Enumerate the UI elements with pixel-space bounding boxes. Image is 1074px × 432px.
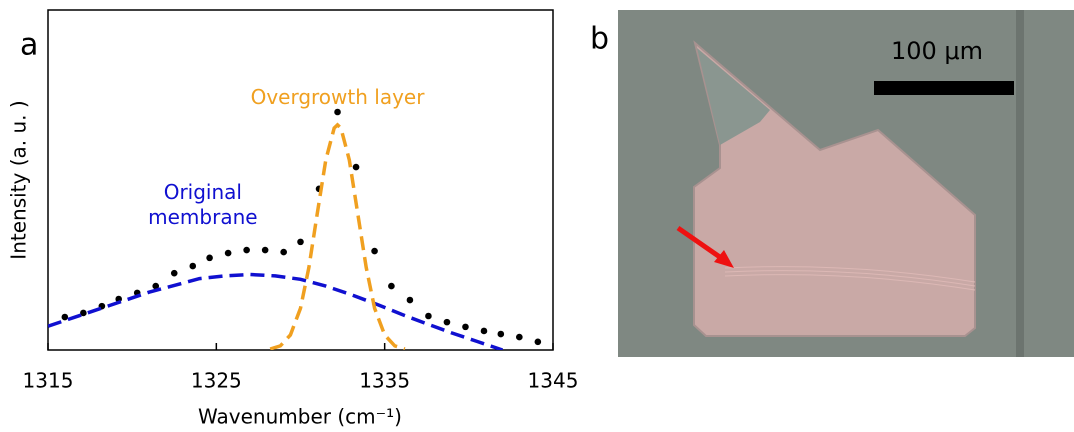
data-point xyxy=(371,247,378,255)
scale-bar xyxy=(874,81,1014,95)
plot-frame xyxy=(47,9,554,351)
panel-label: a xyxy=(20,28,38,63)
edge xyxy=(1016,10,1024,357)
data-point xyxy=(243,246,250,254)
data-point xyxy=(388,282,395,290)
scale-bar-label: 100 μm xyxy=(891,37,983,65)
x-tick-label: 1335 xyxy=(359,369,410,393)
fit-curve xyxy=(269,122,406,350)
annotation: membrane xyxy=(148,205,257,229)
panel-label: b xyxy=(590,22,609,57)
arrow-head xyxy=(714,250,734,268)
overgrowth xyxy=(697,48,770,145)
y-axis-label: Intensity (a. u. ) xyxy=(7,100,31,259)
x-tick-label: 1315 xyxy=(23,369,74,393)
data-point xyxy=(170,269,178,277)
data-point xyxy=(497,330,505,338)
x-axis-label: Wavenumber (cm⁻¹) xyxy=(198,405,402,429)
micrograph: 100 μm xyxy=(618,10,1074,357)
data-point xyxy=(80,309,87,317)
data-point xyxy=(443,318,451,326)
fringes xyxy=(724,266,976,291)
plot-area xyxy=(48,108,542,350)
data-point xyxy=(462,323,469,331)
data-point xyxy=(516,333,523,341)
data-point xyxy=(61,313,69,321)
annotation: Overgrowth layer xyxy=(251,85,426,109)
data-point xyxy=(152,282,160,290)
data-point xyxy=(406,296,414,304)
data-point xyxy=(425,312,432,320)
data-point xyxy=(189,262,197,270)
data-point xyxy=(534,338,542,346)
x-tick-label: 1345 xyxy=(528,369,579,393)
data-point xyxy=(297,238,304,246)
annotation: Original xyxy=(164,180,242,204)
x-tick-label: 1325 xyxy=(191,369,242,393)
data-point xyxy=(334,108,341,116)
data-point xyxy=(352,163,360,171)
data-point xyxy=(280,248,287,256)
fit-curve xyxy=(48,272,504,350)
data-point xyxy=(480,327,488,335)
data-point xyxy=(206,254,213,262)
data-point xyxy=(224,249,232,257)
data-point xyxy=(261,246,269,254)
